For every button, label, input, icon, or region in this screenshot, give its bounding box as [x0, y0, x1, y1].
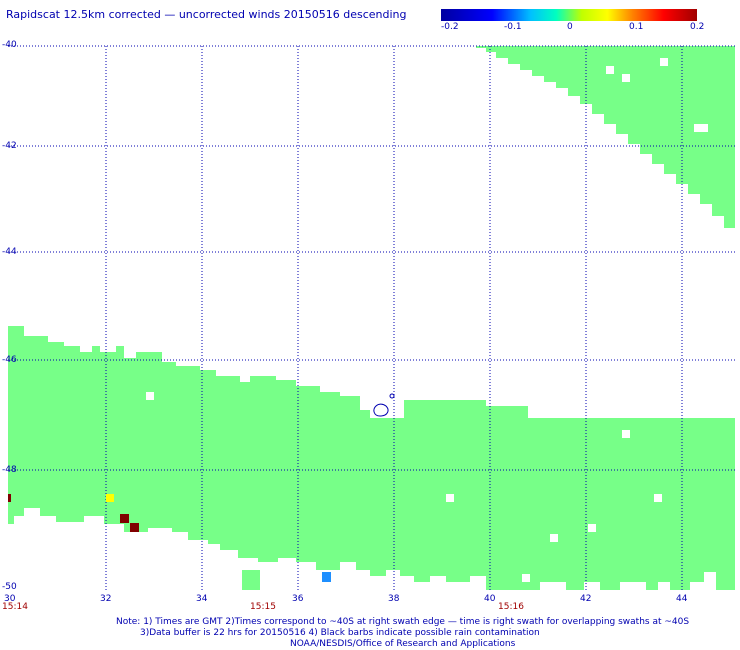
color-scale-bar — [441, 9, 697, 21]
lat-label-40: -40 — [2, 40, 17, 50]
colorbar-label-pos: 0.1 — [629, 22, 644, 32]
lat-label-46: -46 — [2, 355, 17, 365]
lat-label-48: -48 — [2, 465, 17, 475]
southern-swath — [8, 326, 735, 590]
swath-fragment — [242, 570, 260, 590]
lon-label-34: 34 — [196, 594, 208, 604]
map-title: Rapidscat 12.5km corrected — uncorrected… — [6, 8, 407, 21]
colorbar-label-zero: 0 — [567, 22, 573, 32]
time-label-1515: 15:15 — [250, 602, 276, 612]
swath-fragment — [8, 516, 14, 524]
lon-label-30: 30 — [4, 594, 16, 604]
lat-label-42: -42 — [2, 141, 17, 151]
lon-label-32: 32 — [100, 594, 112, 604]
time-label-1516: 15:16 — [498, 602, 524, 612]
data-gaps — [146, 58, 708, 582]
island-outline — [373, 403, 389, 417]
islet-outline — [389, 393, 395, 399]
pixel-blue — [322, 572, 331, 582]
northern-swath — [476, 46, 735, 228]
lon-label-44: 44 — [676, 594, 688, 604]
lon-label-36: 36 — [292, 594, 304, 604]
note-line-2: 3)Data buffer is 22 hrs for 20150516 4) … — [140, 628, 540, 638]
coastline — [373, 393, 395, 417]
lon-label-40: 40 — [484, 594, 496, 604]
difference-pixels — [8, 494, 331, 582]
pixel-dark-red — [8, 494, 11, 502]
lon-label-38: 38 — [388, 594, 400, 604]
pixel-yellow — [106, 494, 114, 502]
note-line-1: Note: 1) Times are GMT 2)Times correspon… — [116, 617, 690, 627]
colorbar-label-neg: -0.1 — [504, 22, 522, 32]
swath-fragment — [486, 574, 496, 590]
lon-label-42: 42 — [580, 594, 592, 604]
pixel-dark-red — [120, 514, 129, 523]
lat-label-50: -50 — [2, 582, 17, 592]
pixel-dark-red — [130, 523, 139, 532]
colorbar-label-min: -0.2 — [441, 22, 459, 32]
colorbar-label-max: 0.2 — [690, 22, 705, 32]
swath-layer — [8, 46, 735, 590]
note-line-3: NOAA/NESDIS/Office of Research and Appli… — [290, 639, 516, 649]
lat-lon-grid — [8, 45, 735, 590]
lat-label-44: -44 — [2, 247, 17, 257]
time-label-1514: 15:14 — [2, 602, 28, 612]
